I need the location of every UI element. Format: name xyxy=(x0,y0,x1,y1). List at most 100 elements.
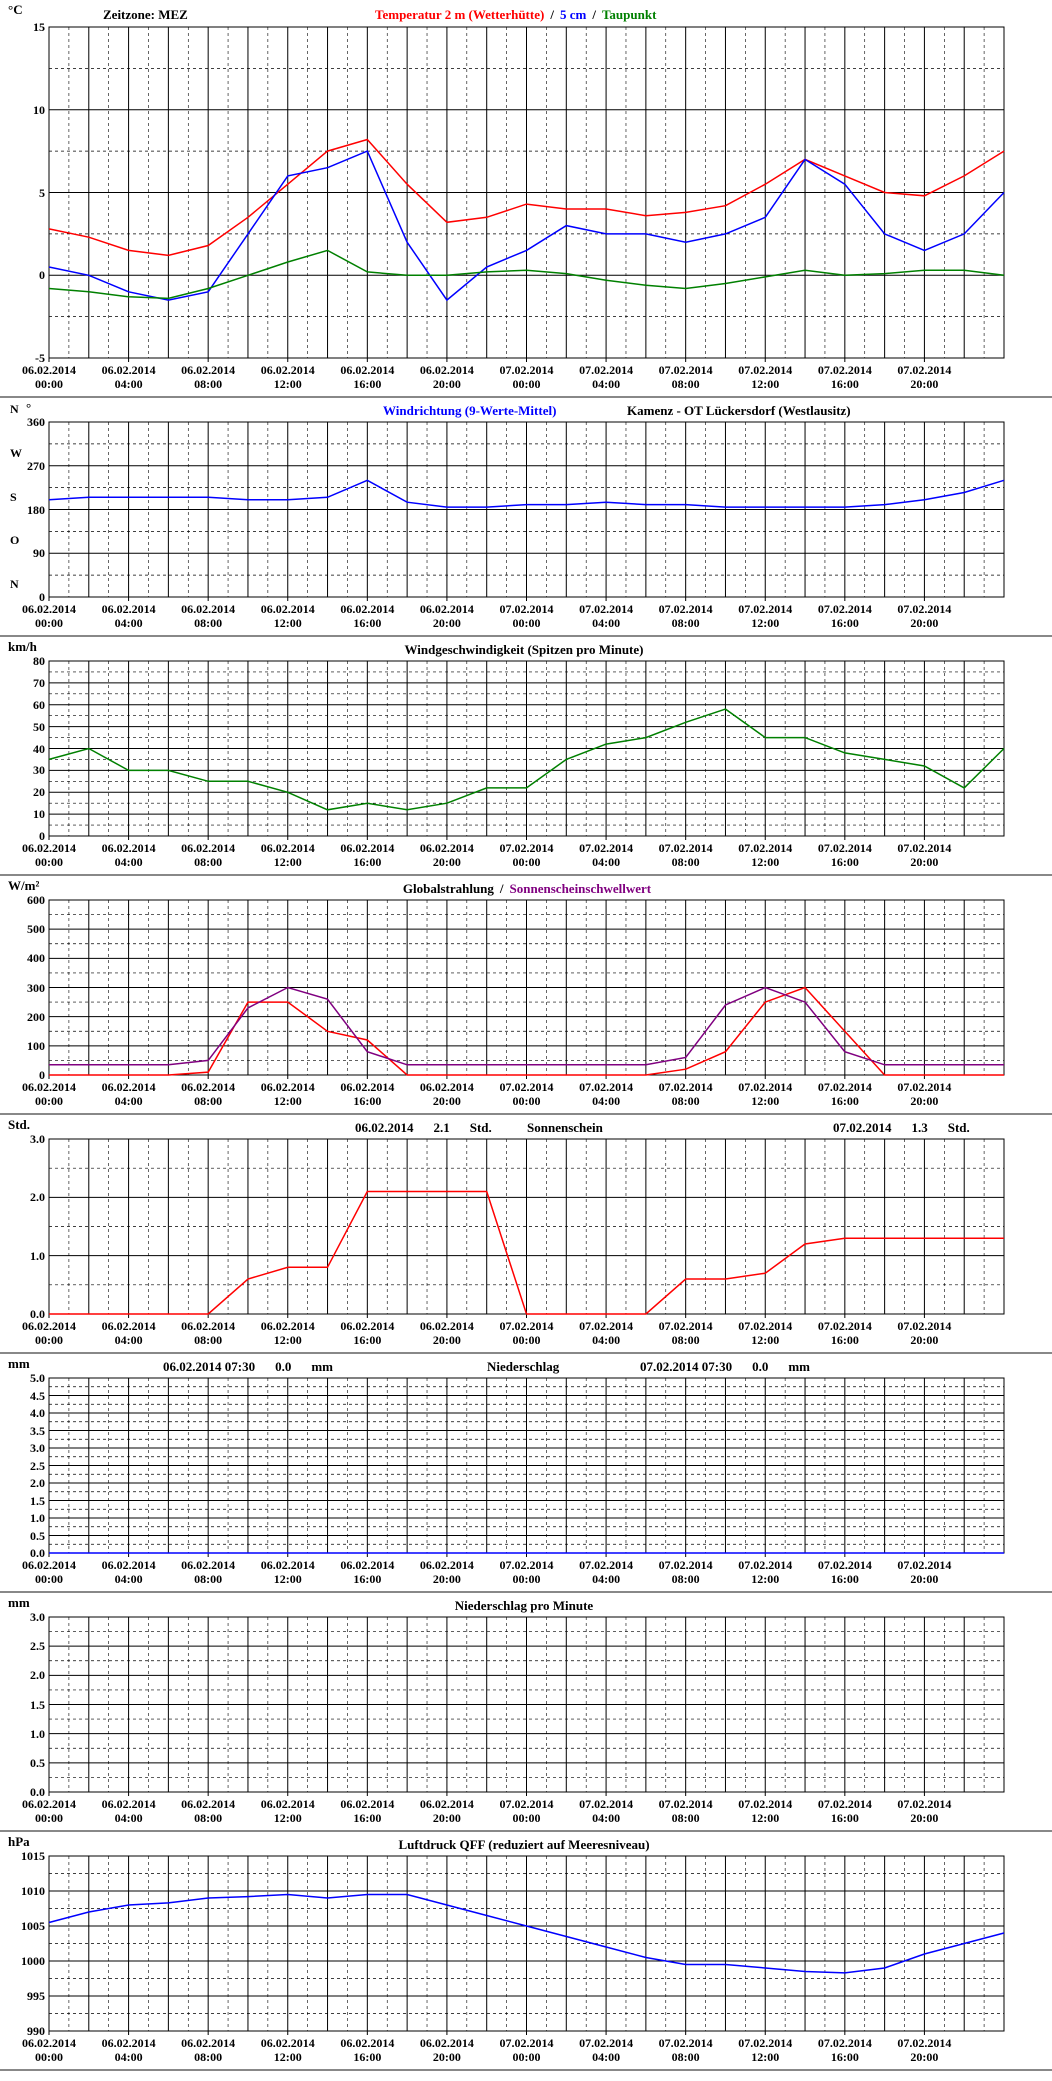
y-tick-label: 100 xyxy=(27,1038,45,1053)
y-tick-label: 1010 xyxy=(21,1884,45,1898)
y-tick-label: 2.0 xyxy=(30,1668,45,1683)
x-tick-label: 07.02.2014 08:00 xyxy=(658,1797,713,1825)
data-line xyxy=(48,249,1005,300)
x-tick-label: 06.02.2014 12:00 xyxy=(260,841,315,869)
x-tick-label: 06.02.2014 08:00 xyxy=(181,363,236,391)
header-text: 06.02.2014 07:30 xyxy=(163,1359,256,1374)
x-tick-label: 07.02.2014 20:00 xyxy=(897,1080,952,1108)
x-tick-label: 07.02.2014 20:00 xyxy=(897,363,952,391)
y-tick-label: 990 xyxy=(27,2024,45,2038)
x-tick-label: 06.02.2014 04:00 xyxy=(101,363,156,391)
y-tick-label: 4.5 xyxy=(30,1388,45,1403)
x-tick-label: 07.02.2014 00:00 xyxy=(499,363,554,391)
x-tick-label: 06.02.2014 04:00 xyxy=(101,1797,156,1825)
x-tick-label: 06.02.2014 04:00 xyxy=(101,1558,156,1586)
header-text: Kamenz - OT Lückersdorf (Westlausitz) xyxy=(627,403,851,418)
y-tick-label: 0.5 xyxy=(30,1528,45,1543)
y-tick-label: 200 xyxy=(27,1009,45,1024)
header-text: / xyxy=(592,7,596,22)
y-tick-label: 270 xyxy=(27,458,45,473)
data-line xyxy=(48,708,1005,811)
y-tick-label: 180 xyxy=(27,502,45,517)
direction-label: N xyxy=(10,577,19,591)
chart-header: Niederschlag xyxy=(487,1359,565,1375)
chart-header: Windgeschwindigkeit (Spitzen pro Minute) xyxy=(405,642,650,658)
y-tick-label: 0 xyxy=(39,829,45,843)
x-tick-label: 07.02.2014 12:00 xyxy=(738,2036,793,2064)
header-text: Zeitzone: MEZ xyxy=(103,7,188,22)
y-tick-label: 0 xyxy=(39,268,45,283)
x-tick-label: 06.02.2014 00:00 xyxy=(22,1797,76,1825)
x-tick-label: 07.02.2014 16:00 xyxy=(817,363,872,391)
unit-label: °C xyxy=(8,2,23,17)
header-text: 0.0 xyxy=(752,1359,769,1374)
chart-header: Windrichtung (9-Werte-Mittel) xyxy=(383,403,562,419)
x-tick-label: 06.02.2014 04:00 xyxy=(101,602,156,630)
y-tick-label: 70 xyxy=(33,675,45,690)
x-tick-label: 06.02.2014 16:00 xyxy=(340,1558,395,1586)
x-tick-label: 07.02.2014 08:00 xyxy=(658,2036,713,2064)
chart-header: 06.02.2014 2.1 Std. xyxy=(355,1120,512,1136)
x-tick-label: 07.02.2014 08:00 xyxy=(658,363,713,391)
y-tick-label: 50 xyxy=(33,719,45,734)
x-tick-label: 07.02.2014 16:00 xyxy=(817,1080,872,1108)
x-tick-label: 07.02.2014 08:00 xyxy=(658,1080,713,1108)
y-tick-label: 15 xyxy=(33,20,45,34)
x-tick-label: 06.02.2014 00:00 xyxy=(22,363,76,391)
y-tick-label: 995 xyxy=(27,1989,45,2003)
x-tick-label: 07.02.2014 16:00 xyxy=(817,2036,872,2064)
x-tick-label: 07.02.2014 16:00 xyxy=(817,1797,872,1825)
x-tick-label: 06.02.2014 04:00 xyxy=(101,1080,156,1108)
y-tick-label: 0.0 xyxy=(30,1546,45,1560)
y-tick-label: 10 xyxy=(33,807,45,822)
y-tick-label: 60 xyxy=(33,697,45,712)
x-tick-label: 06.02.2014 12:00 xyxy=(260,1080,315,1108)
x-tick-label: 06.02.2014 00:00 xyxy=(22,602,76,630)
y-tick-label: 1.5 xyxy=(30,1697,45,1712)
y-tick-label: 0 xyxy=(39,590,45,604)
x-tick-label: 06.02.2014 20:00 xyxy=(419,1319,474,1347)
x-tick-label: 07.02.2014 12:00 xyxy=(738,363,793,391)
x-tick-label: 06.02.2014 00:00 xyxy=(22,2036,76,2064)
y-tick-label: 300 xyxy=(27,980,45,995)
x-tick-label: 06.02.2014 12:00 xyxy=(260,1319,315,1347)
header-text: 1.3 xyxy=(911,1120,928,1135)
x-tick-label: 06.02.2014 20:00 xyxy=(419,841,474,869)
data-line xyxy=(49,986,1004,1076)
unit-label: ° xyxy=(26,400,32,415)
y-tick-label: 1015 xyxy=(21,1849,45,1863)
header-text: Std. xyxy=(469,1120,492,1135)
x-tick-label: 06.02.2014 00:00 xyxy=(22,841,76,869)
chart-header: Globalstrahlung / Sonnenscheinschwellwert xyxy=(403,881,657,897)
x-tick-label: 07.02.2014 04:00 xyxy=(579,1080,634,1108)
x-tick-label: 06.02.2014 16:00 xyxy=(340,1080,395,1108)
x-tick-label: 07.02.2014 00:00 xyxy=(499,1080,554,1108)
x-tick-label: 07.02.2014 08:00 xyxy=(658,602,713,630)
chart-header: Kamenz - OT Lückersdorf (Westlausitz) xyxy=(627,403,857,419)
x-tick-label: 07.02.2014 00:00 xyxy=(499,2036,554,2064)
x-tick-label: 07.02.2014 12:00 xyxy=(738,841,793,869)
y-tick-label: 1005 xyxy=(21,1919,45,1933)
x-tick-label: 06.02.2014 04:00 xyxy=(101,1319,156,1347)
chart-header: Niederschlag pro Minute xyxy=(455,1598,599,1614)
y-tick-label: 90 xyxy=(33,546,45,561)
x-tick-label: 07.02.2014 00:00 xyxy=(499,841,554,869)
y-tick-label: 5 xyxy=(39,185,45,200)
x-tick-label: 07.02.2014 00:00 xyxy=(499,1797,554,1825)
header-text: Globalstrahlung xyxy=(402,881,494,896)
x-tick-label: 07.02.2014 00:00 xyxy=(499,602,554,630)
x-tick-label: 06.02.2014 16:00 xyxy=(340,602,395,630)
header-text: mm xyxy=(311,1359,334,1374)
x-tick-label: 07.02.2014 04:00 xyxy=(579,2036,634,2064)
y-tick-label: 0 xyxy=(39,1068,45,1082)
y-tick-label: 30 xyxy=(33,763,45,778)
x-tick-label: 06.02.2014 08:00 xyxy=(181,1797,236,1825)
header-text: 07.02.2014 xyxy=(833,1120,892,1135)
x-tick-label: 07.02.2014 20:00 xyxy=(897,2036,952,2064)
header-text: Niederschlag pro Minute xyxy=(454,1598,594,1613)
x-tick-label: 06.02.2014 12:00 xyxy=(260,1558,315,1586)
x-tick-label: 06.02.2014 12:00 xyxy=(260,1797,315,1825)
data-line xyxy=(48,150,1005,302)
